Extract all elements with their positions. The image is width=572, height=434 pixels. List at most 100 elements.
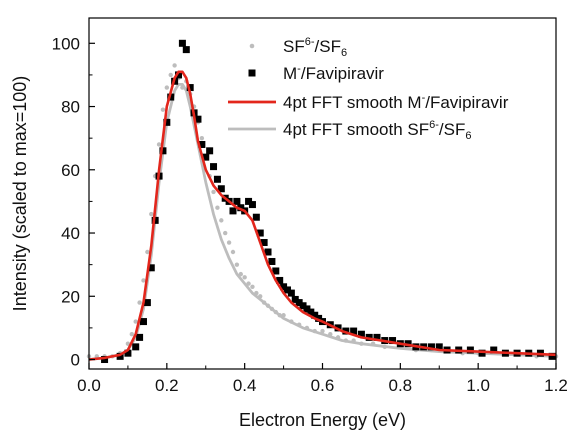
favipiravir-data-point: [287, 289, 295, 297]
favipiravir-data-point: [198, 140, 206, 148]
sf6-data-point: [250, 284, 255, 289]
y-tick-label: 20: [61, 287, 80, 306]
favipiravir-data-point: [315, 314, 323, 322]
favipiravir-smooth-line: [88, 70, 557, 361]
favipiravir-data-point: [202, 153, 210, 161]
favipiravir-data-point: [264, 248, 272, 256]
favipiravir-data-point: [132, 343, 140, 351]
sf6-data-point: [129, 332, 135, 337]
sf6-data-point: [172, 63, 177, 68]
favipiravir-data-point: [233, 197, 241, 205]
favipiravir-data-point: [175, 71, 183, 79]
legend-symbol: [248, 69, 256, 77]
legend: SF6-/SF6 M-/Favipiravir 4pt FFT smooth M-/…: [228, 36, 509, 142]
y-tick-label: 60: [61, 161, 80, 180]
sf6-data-point: [156, 142, 162, 147]
y-tick-label: 80: [61, 98, 80, 117]
sf6-data-point: [234, 262, 240, 267]
x-tick-label: 1.0: [466, 376, 490, 395]
favipiravir-data-point: [256, 229, 264, 237]
sf6-data-point: [320, 328, 325, 334]
y-tick-label: 100: [52, 34, 80, 53]
y-tick-label: 0: [71, 351, 80, 370]
sf6-data-point: [164, 85, 170, 90]
favipiravir-data-point: [237, 204, 245, 212]
favipiravir-data-point: [350, 327, 358, 335]
x-tick-label: 1.2: [544, 376, 568, 395]
sf6-data-point: [230, 249, 236, 255]
favipiravir-data-point: [213, 175, 221, 183]
favipiravir-data-point: [194, 115, 202, 123]
sf6-data-point: [226, 240, 232, 245]
sf6-data-point: [211, 189, 216, 195]
y-tick-label: 40: [61, 224, 80, 243]
sf6-data-point: [246, 281, 251, 286]
sf6-data-point: [238, 271, 243, 277]
favipiravir-data-point: [307, 308, 315, 316]
favipiravir-data-point: [143, 299, 151, 307]
legend-symbol: [249, 43, 255, 49]
sf6-data-point: [215, 205, 220, 210]
sf6-data-point: [133, 319, 138, 324]
favipiravir-data-point: [163, 118, 171, 126]
sf6-data-point: [223, 230, 228, 236]
sf6-data-point: [242, 275, 247, 280]
favipiravir-data-point: [389, 337, 397, 345]
sf6-data-point: [137, 300, 142, 305]
favipiravir-data-point: [252, 213, 260, 221]
favipiravir-data-point: [478, 349, 486, 357]
sf6-data-point: [141, 278, 146, 283]
favipiravir-data-point: [178, 39, 186, 47]
sf6-data-point: [168, 72, 173, 78]
favipiravir-data-point: [139, 318, 147, 326]
favipiravir-data-point: [295, 299, 303, 307]
plot-area: [86, 39, 559, 364]
sf6-data-point: [219, 218, 224, 223]
legend-label: SF6-/SF6: [283, 36, 347, 59]
sf6-data-point: [199, 135, 205, 141]
favipiravir-data-point: [182, 46, 190, 54]
x-tick-label: 0.6: [311, 376, 335, 395]
favipiravir-data-point: [303, 305, 311, 313]
favipiravir-data-point: [299, 302, 307, 310]
favipiravir-data-point: [229, 207, 237, 215]
favipiravir-data-point: [206, 147, 214, 155]
favipiravir-data-point: [291, 295, 299, 303]
favipiravir-data-point: [248, 201, 256, 209]
legend-label: 4pt FFT smooth M-/Favipiravir: [283, 92, 509, 112]
favipiravir-data-point: [311, 311, 319, 319]
favipiravir-data-point: [548, 352, 556, 360]
favipiravir-data-point: [136, 333, 144, 341]
favipiravir-data-point: [435, 343, 443, 351]
favipiravir-data-point: [373, 333, 381, 341]
favipiravir-data-point: [268, 257, 276, 265]
sf6-data-point: [145, 249, 150, 255]
favipiravir-data-point: [116, 352, 124, 360]
axes: 0.0 0.2 0.4 0.6 0.8 1.0 1.2 0 20 40 60 80 100: [52, 17, 568, 395]
favipiravir-data-point: [357, 330, 365, 338]
favipiravir-data-point: [210, 163, 218, 171]
favipiravir-data-point: [245, 197, 253, 205]
x-tick-label: 0.0: [77, 376, 101, 395]
legend-label: 4pt FFT smooth SF6-/SF6: [283, 119, 472, 142]
x-tick-label: 0.2: [155, 376, 179, 395]
favipiravir-data-point: [124, 349, 132, 357]
x-axis-label: Electron Energy (eV): [239, 410, 406, 430]
sf6-data-point: [160, 107, 166, 112]
favipiravir-data-point: [272, 267, 280, 275]
favipiravir-data-point: [101, 356, 109, 364]
favipiravir-data-point: [186, 84, 194, 92]
x-tick-label: 0.4: [233, 376, 257, 395]
favipiravir-data-point: [147, 264, 155, 272]
favipiravir-data-point: [490, 346, 498, 354]
favipiravir-data-point: [260, 239, 268, 247]
favipiravir-data-point: [217, 185, 225, 193]
favipiravir-data-point: [427, 343, 435, 351]
favipiravir-data-point: [283, 286, 291, 294]
favipiravir-data-point: [159, 147, 167, 155]
legend-label: M-/Favipiravir: [283, 63, 384, 83]
favipiravir-data-point: [276, 276, 284, 284]
favipiravir-data-point: [280, 283, 288, 291]
y-axis-label: Intensity (scaled to max=100): [10, 76, 30, 312]
